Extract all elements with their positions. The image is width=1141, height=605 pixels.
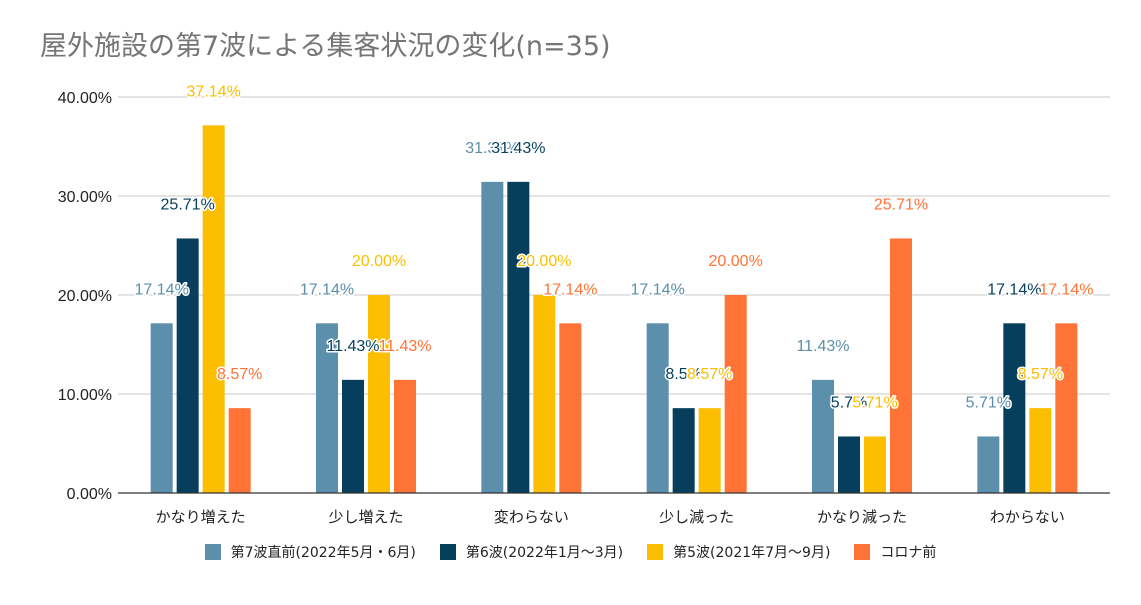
bar (864, 436, 886, 493)
y-tick-label: 20.00% (58, 288, 112, 305)
bar (646, 323, 669, 493)
bar (559, 323, 582, 493)
data-label: 20.00% (352, 253, 406, 270)
bar (812, 379, 834, 493)
x-tick-label: 少し減った (659, 508, 734, 526)
data-label: 31.43% (491, 140, 545, 157)
bar (202, 125, 225, 494)
x-tick-label: かなり増えた (156, 508, 246, 526)
y-tick-label: 30.00% (58, 189, 112, 206)
bar (1055, 323, 1078, 493)
data-label: 20.00% (517, 253, 571, 270)
x-tick-label: かなり減った (817, 508, 907, 526)
legend-swatch (439, 544, 456, 560)
data-label: 11.43% (796, 338, 849, 355)
data-label: 5.7% (831, 394, 867, 411)
bar (342, 379, 364, 493)
data-label: 5.71% (966, 394, 1011, 411)
data-label: 37.14% (187, 83, 241, 100)
bar (533, 295, 556, 493)
data-label: 25.71% (161, 196, 215, 213)
bar (838, 436, 860, 493)
data-label: 8.57% (217, 366, 262, 383)
bar (150, 323, 173, 493)
legend-item: コロナ前 (854, 542, 936, 562)
y-tick-label: 40.00% (58, 90, 112, 107)
legend-label: コロナ前 (880, 545, 937, 561)
data-label: 17.14% (300, 281, 354, 298)
bar (394, 379, 416, 493)
data-label: 17.14% (543, 281, 597, 298)
data-label: 17.14% (1039, 281, 1093, 298)
bar (316, 323, 338, 493)
legend-label: 第6波(2022年1月～3月) (465, 545, 624, 561)
bar (368, 295, 390, 493)
bar (507, 181, 530, 493)
bar (481, 181, 504, 493)
data-label: 8.5% (665, 366, 701, 383)
x-tick-label: 少し増えた (328, 508, 403, 526)
data-label: 11.43% (326, 338, 379, 355)
bar (724, 295, 747, 493)
bar (890, 238, 912, 493)
y-tick-label: 0.00% (67, 486, 112, 503)
data-label: 11.43% (378, 338, 431, 355)
legend-item: 第6波(2022年1月～3月) (439, 542, 624, 562)
legend-swatch (854, 544, 871, 560)
legend-swatch (647, 544, 664, 560)
bar (176, 238, 199, 493)
bar (1003, 323, 1026, 493)
data-label: 8.57% (1018, 366, 1063, 383)
chart-plot: 0.00% 10.00% 20.00% 30.00% 40.00% かなり増えた 少し増えた… (58, 82, 1110, 526)
bar (228, 408, 251, 493)
bar (1029, 408, 1052, 493)
bar (698, 408, 721, 493)
legend-label: 第7波直前(2022年5月・6月) (230, 545, 416, 561)
legend-swatch (204, 544, 221, 560)
chart-title: 屋外施設の第7波による集客状況の変化(n=35) (40, 31, 611, 62)
data-label: 8.57% (687, 366, 732, 383)
data-label: 17.14% (135, 281, 189, 298)
chart-legend: 第7波直前(2022年5月・6月) 第6波(2022年1月～3月) 第5波(2021… (0, 542, 1141, 562)
y-tick-label: 10.00% (58, 387, 112, 404)
bar (977, 436, 1000, 493)
x-tick-label: 変わらない (494, 508, 569, 526)
data-label: 17.14% (987, 281, 1041, 298)
data-label: 5.71% (852, 394, 897, 411)
data-label: 25.71% (874, 196, 928, 213)
legend-item: 第5波(2021年7月～9月) (647, 542, 830, 562)
data-label: 31.31% (465, 140, 519, 157)
data-label: 17.14% (631, 281, 685, 298)
legend-label: 第5波(2021年7月～9月) (673, 545, 831, 561)
bar (672, 408, 695, 493)
x-tick-label: わからない (990, 508, 1065, 526)
legend-item: 第7波直前(2022年5月・6月) (204, 542, 416, 562)
data-label: 20.00% (709, 253, 763, 270)
